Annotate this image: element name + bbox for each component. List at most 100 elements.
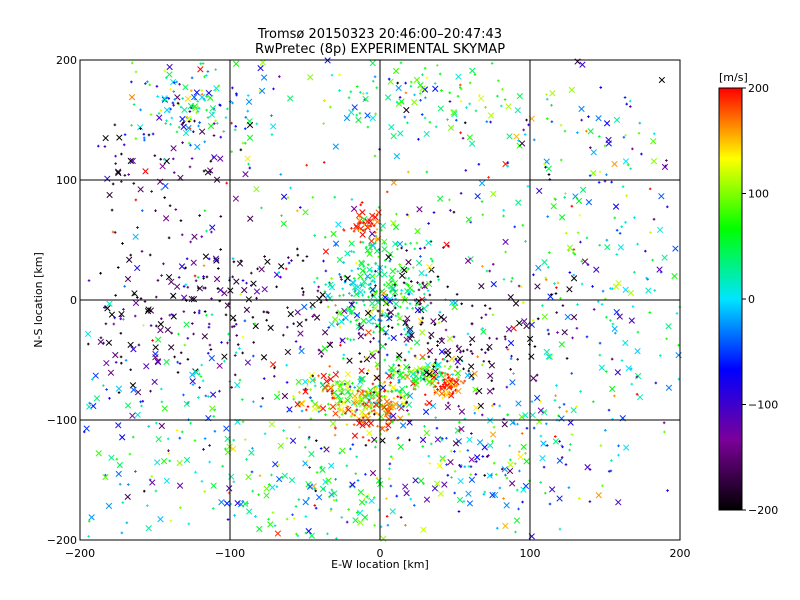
- data-point-plus: [203, 490, 207, 493]
- data-point-plus: [547, 173, 551, 176]
- data-point-x: [360, 317, 367, 324]
- data-point-plus: [455, 293, 459, 296]
- data-point-x: [168, 278, 175, 285]
- data-point-plus: [654, 381, 658, 385]
- data-point-plus: [165, 119, 168, 123]
- data-point-plus: [342, 261, 345, 264]
- data-point-x: [257, 64, 264, 72]
- data-point-x: [343, 114, 351, 122]
- data-point-plus: [628, 99, 632, 103]
- data-point-plus: [307, 496, 310, 500]
- data-point-x: [339, 337, 346, 344]
- data-point-plus: [177, 332, 180, 336]
- data-point-plus: [191, 383, 195, 386]
- data-point-plus: [184, 283, 188, 286]
- data-point-plus: [409, 241, 412, 245]
- data-point-plus: [224, 447, 227, 451]
- data-point-plus: [110, 208, 114, 212]
- data-point-x: [426, 399, 433, 407]
- data-point-x: [507, 339, 515, 347]
- data-point-x: [228, 473, 235, 480]
- data-point-plus: [561, 445, 564, 449]
- data-point-x: [415, 298, 422, 305]
- data-point-plus: [313, 234, 316, 237]
- data-point-plus: [263, 255, 266, 258]
- data-point-plus: [376, 399, 380, 403]
- data-point-plus: [441, 383, 445, 386]
- data-point-plus: [357, 402, 361, 405]
- data-point-x: [521, 318, 528, 325]
- data-point-x: [259, 59, 267, 66]
- data-point-plus: [395, 242, 399, 246]
- data-point-plus: [262, 310, 266, 314]
- data-point-plus: [465, 106, 468, 109]
- data-point-x: [590, 169, 597, 177]
- data-point-plus: [213, 429, 217, 433]
- data-point-x: [438, 348, 446, 355]
- data-point-x: [672, 245, 679, 252]
- data-point-x: [274, 530, 282, 537]
- data-point-plus: [517, 507, 520, 511]
- data-point-x: [287, 310, 294, 318]
- data-point-x: [579, 61, 586, 68]
- data-point-plus: [211, 507, 215, 510]
- data-point-x: [364, 415, 372, 422]
- data-point-plus: [407, 267, 410, 271]
- data-point-plus: [605, 370, 608, 373]
- data-point-plus: [498, 404, 501, 408]
- data-point-x: [298, 347, 305, 355]
- data-point-plus: [452, 335, 456, 339]
- data-point-x: [518, 413, 525, 421]
- data-point-x: [514, 107, 521, 114]
- data-point-plus: [139, 127, 142, 130]
- data-point-x: [170, 145, 177, 152]
- data-point-plus: [338, 294, 341, 298]
- data-point-plus: [405, 249, 408, 252]
- data-point-x: [357, 288, 364, 296]
- data-point-plus: [357, 313, 360, 317]
- data-point-x: [152, 344, 159, 351]
- data-point-x: [104, 305, 111, 312]
- data-point-plus: [350, 269, 354, 273]
- data-point-x: [480, 328, 487, 335]
- data-point-plus: [179, 506, 182, 510]
- data-point-x: [280, 220, 287, 227]
- data-point-x: [327, 383, 334, 391]
- data-point-plus: [568, 271, 572, 274]
- data-point-plus: [388, 259, 392, 263]
- data-point-x: [353, 290, 360, 298]
- data-point-plus: [308, 466, 311, 469]
- data-point-x: [302, 388, 309, 395]
- data-point-x: [616, 313, 623, 320]
- data-point-plus: [368, 411, 371, 414]
- data-point-x: [191, 94, 198, 101]
- data-point-plus: [205, 108, 208, 112]
- data-point-x: [634, 372, 642, 380]
- data-point-x: [520, 443, 527, 450]
- data-point-plus: [427, 222, 430, 225]
- data-point-plus: [553, 197, 556, 201]
- data-point-plus: [238, 378, 242, 382]
- data-point-plus: [446, 373, 450, 376]
- data-point-plus: [446, 473, 450, 477]
- data-point-x: [613, 116, 621, 124]
- data-point-x: [244, 155, 251, 162]
- data-point-x: [164, 326, 172, 333]
- data-point-plus: [286, 196, 290, 199]
- data-point-plus: [384, 342, 388, 346]
- data-point-plus: [426, 289, 430, 292]
- data-point-plus: [139, 400, 142, 404]
- data-point-x: [142, 168, 149, 175]
- data-point-x: [447, 124, 455, 131]
- data-point-x: [490, 281, 497, 288]
- data-point-x: [449, 299, 456, 306]
- data-point-plus: [345, 408, 348, 411]
- data-point-plus: [480, 413, 484, 417]
- data-point-x: [260, 74, 268, 81]
- data-point-x: [132, 233, 139, 240]
- data-point-plus: [397, 364, 401, 367]
- data-point-x: [244, 359, 252, 366]
- data-point-plus: [399, 61, 403, 65]
- data-point-x: [134, 411, 141, 418]
- data-point-x: [241, 286, 248, 294]
